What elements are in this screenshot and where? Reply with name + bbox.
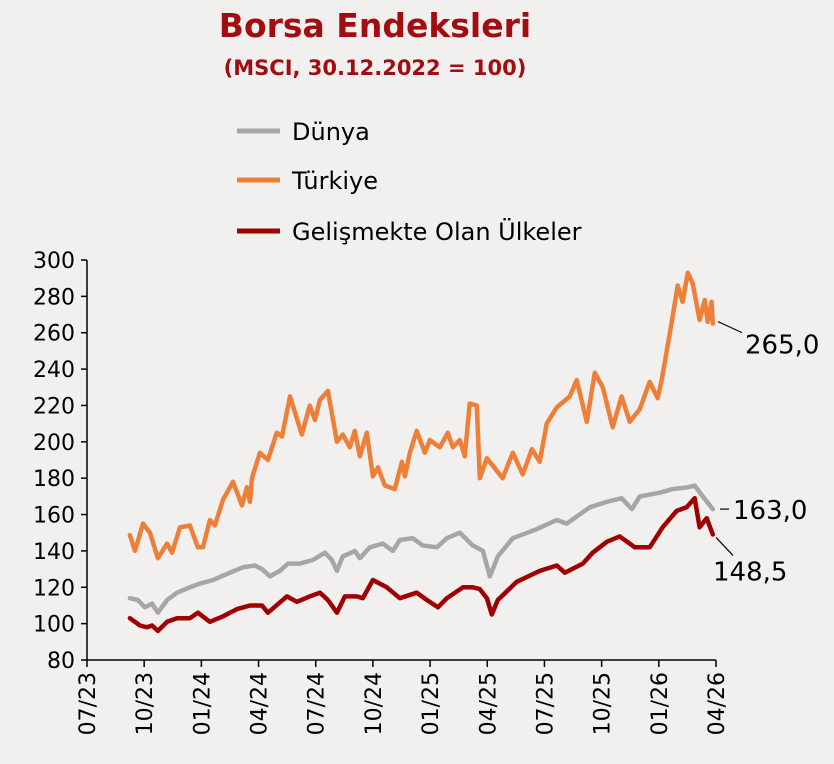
- y-tick-label: 100: [33, 613, 75, 638]
- y-tick-label: 120: [33, 576, 75, 601]
- y-tick-label: 180: [33, 467, 75, 492]
- end-label-leader: [715, 537, 734, 556]
- x-tick-label: 01/26: [648, 672, 673, 735]
- end-labels: 163,0 265,0 148,5: [713, 321, 819, 587]
- y-tick-label: 140: [33, 540, 75, 565]
- series-line-turkiye: [127, 270, 716, 561]
- y-tick-label: 160: [33, 504, 75, 529]
- x-tick-label: 04/26: [705, 672, 730, 735]
- end-label-emerging: 148,5: [713, 557, 787, 587]
- chart-subtitle: (MSCI, 30.12.2022 = 100): [224, 56, 527, 80]
- end-label-leader: [717, 321, 743, 334]
- chart-title: Borsa Endeksleri: [219, 6, 531, 45]
- x-tick-label: 04/25: [476, 672, 501, 735]
- x-tick-label: 10/25: [591, 672, 616, 735]
- legend-label-dunya: Dünya: [292, 118, 370, 146]
- x-tick-label: 01/25: [419, 672, 444, 735]
- y-tick-label: 80: [47, 649, 75, 674]
- series-line-emerging: [127, 495, 716, 634]
- series-line-dunya: [127, 483, 716, 615]
- x-tick-label: 07/23: [76, 672, 101, 735]
- legend-label-emerging: Gelişmekte Olan Ülkeler: [292, 217, 582, 246]
- series-lines: [127, 270, 716, 634]
- y-tick-label: 260: [33, 322, 75, 347]
- x-tick-label: 01/24: [190, 672, 215, 735]
- y-tick-label: 240: [33, 358, 75, 383]
- x-tick-label: 04/24: [248, 672, 273, 735]
- x-tick-label: 10/24: [362, 672, 387, 735]
- y-tick-label: 220: [33, 394, 75, 419]
- legend: Dünya Türkiye Gelişmekte Olan Ülkeler: [237, 118, 582, 246]
- axes: 80 100 120 140 160 180 200 220 240 260 280 300 07/23…: [33, 249, 730, 735]
- y-tick-label: 300: [33, 249, 75, 274]
- end-label-dunya: 163,0: [733, 496, 807, 526]
- x-tick-label: 07/25: [533, 672, 558, 735]
- x-tick-label: 10/23: [133, 672, 158, 735]
- y-tick-label: 200: [33, 431, 75, 456]
- legend-label-turkiye: Türkiye: [291, 167, 378, 195]
- end-label-turkiye: 265,0: [745, 331, 819, 361]
- y-tick-label: 280: [33, 285, 75, 310]
- x-tick-label: 07/24: [305, 672, 330, 735]
